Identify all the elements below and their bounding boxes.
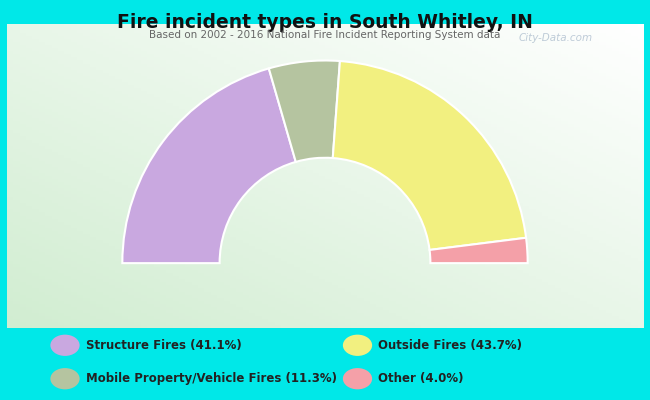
Ellipse shape [51,368,79,389]
Ellipse shape [343,335,372,356]
Text: Fire incident types in South Whitley, IN: Fire incident types in South Whitley, IN [117,13,533,32]
Text: City-Data.com: City-Data.com [519,33,593,43]
Ellipse shape [51,335,79,356]
Wedge shape [269,60,340,162]
Text: Outside Fires (43.7%): Outside Fires (43.7%) [378,339,523,352]
Wedge shape [430,238,528,263]
Text: Based on 2002 - 2016 National Fire Incident Reporting System data: Based on 2002 - 2016 National Fire Incid… [150,30,500,40]
Text: Mobile Property/Vehicle Fires (11.3%): Mobile Property/Vehicle Fires (11.3%) [86,372,337,385]
Text: Structure Fires (41.1%): Structure Fires (41.1%) [86,339,242,352]
Text: Other (4.0%): Other (4.0%) [378,372,464,385]
Ellipse shape [343,368,372,389]
Wedge shape [122,68,296,263]
Wedge shape [333,61,526,250]
